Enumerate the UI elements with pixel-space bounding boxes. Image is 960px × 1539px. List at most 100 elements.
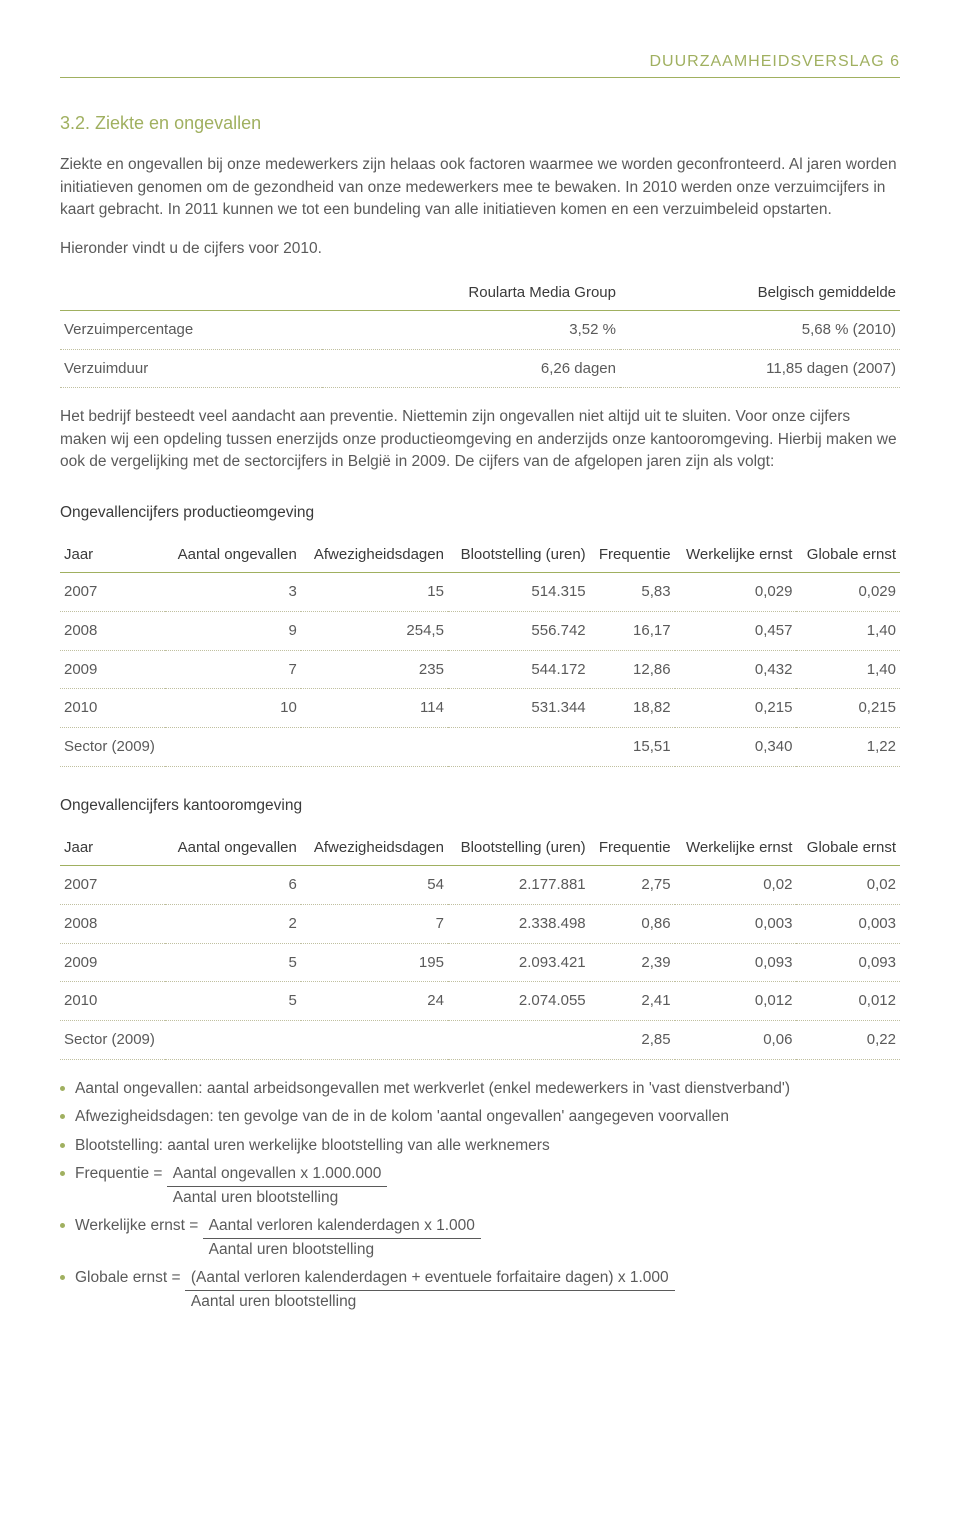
table-cell: Verzuimduur <box>60 349 322 388</box>
table-cell: 0,457 <box>675 611 797 650</box>
table-cell: 2 <box>165 904 301 943</box>
table-cell: 5,68 % (2010) <box>620 310 900 349</box>
table-cell: 7 <box>165 650 301 689</box>
table-cell: 6 <box>165 866 301 905</box>
table-header: Jaar <box>60 831 165 865</box>
table-cell: 3 <box>165 573 301 612</box>
table-cell: 2.338.498 <box>448 904 590 943</box>
table-cell: 2008 <box>60 611 165 650</box>
table-row: 20105242.074.0552,410,0120,012 <box>60 982 900 1021</box>
bullet-icon <box>60 1223 65 1228</box>
table-cell: 11,85 dagen (2007) <box>620 349 900 388</box>
table-cell: Sector (2009) <box>60 1021 165 1060</box>
table-cell: 12,86 <box>590 650 675 689</box>
table-cell: 3,52 % <box>322 310 620 349</box>
table-row: Sector (2009) 15,510,3401,22 <box>60 728 900 767</box>
table-cell: 0,340 <box>675 728 797 767</box>
table-cell: 0,012 <box>796 982 900 1021</box>
table-header: Jaar <box>60 538 165 572</box>
table-cell: 0,02 <box>796 866 900 905</box>
table-cell: 0,003 <box>675 904 797 943</box>
table2-title: Ongevallencijfers productieomgeving <box>60 502 900 524</box>
fraction: (Aantal verloren kalenderdagen + eventue… <box>185 1267 675 1313</box>
table-cell <box>448 728 590 767</box>
table-header: Blootstelling (uren) <box>448 538 590 572</box>
table-row: 20097235544.17212,860,4321,40 <box>60 650 900 689</box>
table-cell: 15,51 <box>590 728 675 767</box>
fraction-numerator: Aantal verloren kalenderdagen x 1.000 <box>203 1215 481 1238</box>
table-cell: 2008 <box>60 904 165 943</box>
table-cell: 7 <box>301 904 448 943</box>
office-table: JaarAantal ongevallenAfwezigheids­dagenB… <box>60 831 900 1060</box>
table-cell: 0,06 <box>675 1021 797 1060</box>
table-row: Verzuimpercentage3,52 %5,68 % (2010) <box>60 310 900 349</box>
table-row: 20089254,5556.74216,170,4571,40 <box>60 611 900 650</box>
table-cell: 2009 <box>60 943 165 982</box>
table-cell: 1,22 <box>796 728 900 767</box>
table-cell: 0,093 <box>796 943 900 982</box>
table-cell: 2007 <box>60 573 165 612</box>
table-cell: 5 <box>165 982 301 1021</box>
table-cell: 0,215 <box>796 689 900 728</box>
table-header: Frequentie <box>590 831 675 865</box>
table-header: Blootstelling (uren) <box>448 831 590 865</box>
table-cell: 0,432 <box>675 650 797 689</box>
table-cell <box>165 1021 301 1060</box>
table-cell: 0,215 <box>675 689 797 728</box>
intro-paragraph: Ziekte en ongevallen bij onze medewerker… <box>60 154 900 221</box>
table-cell: 0,012 <box>675 982 797 1021</box>
table-header: Aantal ongevallen <box>165 831 301 865</box>
table-cell: 0,029 <box>796 573 900 612</box>
absence-table: Roularta Media GroupBelgisch gemiddelde … <box>60 276 900 388</box>
table-cell: 0,003 <box>796 904 900 943</box>
table-header: Frequentie <box>590 538 675 572</box>
legend-text: Afwezigheidsdagen: ten gevolge van de in… <box>75 1106 900 1128</box>
table-cell: Sector (2009) <box>60 728 165 767</box>
table-cell: 235 <box>301 650 448 689</box>
table-cell: 18,82 <box>590 689 675 728</box>
legend-item: Frequentie = Aantal ongevallen x 1.000.0… <box>60 1163 900 1209</box>
bullet-icon <box>60 1086 65 1091</box>
table-cell: 2.074.055 <box>448 982 590 1021</box>
table3-title: Ongevallencijfers kantooromgeving <box>60 795 900 817</box>
legend-item: Globale ernst = (Aantal verloren kalende… <box>60 1267 900 1313</box>
fraction-numerator: (Aantal verloren kalenderdagen + eventue… <box>185 1267 675 1290</box>
table-row: Sector (2009)2,850,060,22 <box>60 1021 900 1060</box>
table-header: Werkelijke ernst <box>675 538 797 572</box>
table-cell: 10 <box>165 689 301 728</box>
legend-item: Werkelijke ernst = Aantal verloren kalen… <box>60 1215 900 1261</box>
fraction-denominator: Aantal uren blootstelling <box>185 1291 675 1313</box>
table-cell: 6,26 dagen <box>322 349 620 388</box>
table-cell: 544.172 <box>448 650 590 689</box>
bullet-icon <box>60 1171 65 1176</box>
table-header: Globale ernst <box>796 538 900 572</box>
table-cell: 0,029 <box>675 573 797 612</box>
table-header: Globale ernst <box>796 831 900 865</box>
table-cell: 2.177.881 <box>448 866 590 905</box>
table-cell: 2,75 <box>590 866 675 905</box>
production-table: JaarAantal ongevallenAfwezigheids­dagenB… <box>60 538 900 767</box>
table-header: Roularta Media Group <box>322 276 620 310</box>
fraction-numerator: Aantal ongevallen x 1.000.000 <box>167 1163 388 1186</box>
bullet-icon <box>60 1143 65 1148</box>
table-cell: 54 <box>301 866 448 905</box>
table-cell: 2010 <box>60 689 165 728</box>
table-cell: 2,39 <box>590 943 675 982</box>
table-row: 20076542.177.8812,750,020,02 <box>60 866 900 905</box>
legend-label: Frequentie = <box>75 1165 167 1182</box>
table-row: Verzuimduur6,26 dagen11,85 dagen (2007) <box>60 349 900 388</box>
legend-text: Aantal ongevallen: aantal arbeidsongeval… <box>75 1078 900 1100</box>
intro-paragraph-2: Hieronder vindt u de cijfers voor 2010. <box>60 238 900 260</box>
fraction: Aantal verloren kalenderdagen x 1.000 Aa… <box>203 1215 481 1261</box>
legend-item: Afwezigheidsdagen: ten gevolge van de in… <box>60 1106 900 1128</box>
table-cell: 24 <box>301 982 448 1021</box>
legend-item: Aantal ongevallen: aantal arbeidsongeval… <box>60 1078 900 1100</box>
table-row: 2007315514.3155,830,0290,029 <box>60 573 900 612</box>
table-header: Afwezigheids­dagen <box>301 538 448 572</box>
table-header <box>60 276 322 310</box>
table-cell <box>165 728 301 767</box>
table-cell: 16,17 <box>590 611 675 650</box>
table-row: 200951952.093.4212,390,0930,093 <box>60 943 900 982</box>
table-cell: 531.344 <box>448 689 590 728</box>
legend-item: Blootstelling: aantal uren werkelijke bl… <box>60 1135 900 1157</box>
